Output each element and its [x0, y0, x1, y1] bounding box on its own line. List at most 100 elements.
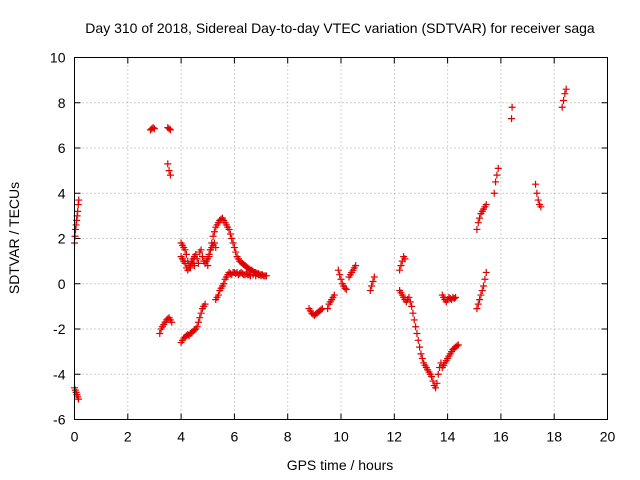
- data-point: [418, 354, 426, 362]
- data-point: [166, 126, 174, 134]
- series-sat-i: [177, 253, 198, 274]
- data-point: [452, 293, 460, 301]
- data-point: [558, 103, 566, 111]
- data-point: [476, 214, 484, 222]
- series-sat-q: [396, 253, 409, 274]
- data-point: [493, 171, 501, 179]
- chart-title: Day 310 of 2018, Sidereal Day-to-day VTE…: [85, 20, 595, 36]
- data-point: [201, 300, 209, 308]
- data-point: [508, 115, 516, 123]
- data-point: [480, 282, 488, 290]
- data-point: [193, 255, 201, 263]
- plot-frame: [74, 57, 608, 420]
- data-point: [164, 160, 172, 168]
- series-sat-f: [156, 314, 176, 338]
- y-tick-label: 6: [58, 140, 66, 156]
- grid: [74, 57, 608, 420]
- data-point: [561, 90, 569, 98]
- data-point: [166, 171, 174, 179]
- data-point: [204, 262, 212, 270]
- series-sat-s: [438, 341, 462, 371]
- data-point: [473, 305, 481, 313]
- data-point: [433, 379, 441, 387]
- data-point: [482, 268, 490, 276]
- data-point: [230, 244, 238, 252]
- data-point: [196, 314, 204, 322]
- series-sat-c: [146, 124, 158, 134]
- series-sat-w: [490, 164, 502, 197]
- data-point: [417, 350, 425, 358]
- x-tick-labels: 0 2 4 6 8 10 12 14 16 18 20: [71, 429, 616, 445]
- data-point: [562, 85, 570, 93]
- y-axis-label: SDTVAR / TECUs: [6, 182, 22, 294]
- series-sat-g: [177, 300, 209, 347]
- series-sat-e: [164, 160, 174, 179]
- data-point: [412, 323, 420, 331]
- data-point: [324, 305, 332, 313]
- x-tick-label: 8: [284, 429, 292, 445]
- data-point: [194, 318, 202, 326]
- data-point: [476, 296, 484, 304]
- data-point: [206, 246, 214, 254]
- data-point: [193, 323, 201, 331]
- data-point: [453, 342, 461, 350]
- data-point: [74, 395, 82, 403]
- series-sat-k: [212, 268, 265, 304]
- series-sat-p: [366, 273, 378, 295]
- data-point: [71, 232, 79, 240]
- data-point: [397, 262, 405, 270]
- series-sat-x: [508, 103, 516, 123]
- y-tick-label: 8: [58, 95, 66, 111]
- x-tick-label: 18: [546, 429, 562, 445]
- data-point: [214, 291, 222, 299]
- series-sat-n: [334, 266, 350, 293]
- data-point: [482, 201, 490, 209]
- data-point: [168, 318, 176, 326]
- series-sat-z: [558, 85, 570, 111]
- data-point: [560, 96, 568, 104]
- data-point: [209, 232, 217, 240]
- data-point: [508, 103, 516, 111]
- data-point: [366, 287, 374, 295]
- series-sat-d: [164, 124, 174, 134]
- data-point: [74, 207, 82, 215]
- data-point: [494, 164, 502, 172]
- series-sat-j: [204, 214, 270, 280]
- data-point: [370, 273, 378, 281]
- y-tick-label: -6: [53, 412, 66, 428]
- x-tick-label: 2: [124, 429, 132, 445]
- data-point: [478, 287, 486, 295]
- x-tick-label: 10: [333, 429, 349, 445]
- data-point: [406, 298, 414, 306]
- data-point: [220, 280, 228, 288]
- data-point: [428, 373, 436, 381]
- x-tick-label: 6: [231, 429, 239, 445]
- y-tick-label: 4: [58, 185, 66, 201]
- y-tick-label: 10: [50, 50, 66, 66]
- y-tick-label: -4: [53, 366, 66, 382]
- series-sat-h: [177, 239, 220, 272]
- data-point: [537, 203, 545, 211]
- x-tick-label: 16: [493, 429, 509, 445]
- series-sat-a: [71, 196, 83, 247]
- series-sat-y: [532, 180, 545, 211]
- data-point: [75, 196, 83, 204]
- data-point: [181, 259, 189, 267]
- data-point: [401, 255, 409, 263]
- data-point: [212, 244, 220, 252]
- data-point: [205, 253, 213, 261]
- data-point: [352, 262, 360, 270]
- y-tick-label: -2: [53, 321, 66, 337]
- series-sat-u: [473, 201, 490, 233]
- data-point: [369, 277, 377, 285]
- data-point: [492, 178, 500, 186]
- series-sat-o: [345, 262, 360, 281]
- data-points: [71, 85, 570, 403]
- data-point: [197, 246, 205, 254]
- data-point: [454, 341, 462, 349]
- data-point: [149, 124, 157, 132]
- x-axis-label: GPS time / hours: [287, 457, 394, 473]
- data-point: [396, 266, 404, 274]
- x-tick-label: 0: [71, 429, 79, 445]
